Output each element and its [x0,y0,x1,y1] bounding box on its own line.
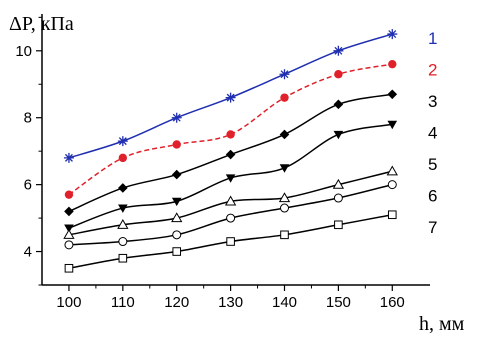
chart-series [63,29,398,273]
x-tick-label: 140 [272,294,297,311]
data-point [171,212,183,223]
data-point [279,164,290,173]
series-label: 7 [428,218,437,237]
y-tick-label: 10 [15,43,32,60]
data-point [387,210,397,220]
data-point [63,229,75,239]
data-point [64,206,74,217]
x-tick-label: 100 [56,294,81,311]
data-point [387,29,398,40]
data-point [279,129,290,140]
series-7 [64,210,397,273]
data-point [280,93,289,102]
data-point [388,59,397,69]
data-point [334,70,343,79]
series-4 [64,120,398,233]
data-point [118,253,128,263]
data-point [118,237,128,247]
data-point [172,140,181,149]
data-point [172,247,182,256]
data-point [332,178,345,189]
y-tick-label: 6 [24,177,32,194]
series-label: 5 [428,155,437,174]
x-tick-label: 130 [218,294,243,311]
data-point [333,99,344,110]
data-point [226,213,236,223]
data-point [333,193,343,203]
series-label: 1 [428,29,437,48]
series-2 [64,59,397,199]
chart-axes: 100 110 120 130 140 150 160 4 6 8 10 [15,14,430,311]
series-1 [63,29,398,163]
x-tick-label: 160 [380,294,405,311]
data-point [171,169,182,180]
y-axis-title: ΔP, кПа [9,13,74,35]
data-point [333,130,344,140]
data-point [64,224,74,233]
x-axis-title: h, мм [419,313,465,335]
data-point [224,195,237,206]
series-3 [64,89,398,217]
data-point [118,153,128,163]
data-point [226,237,235,246]
data-point [117,218,129,229]
series-label: 2 [428,61,437,80]
data-point [172,230,182,240]
data-point [64,190,74,199]
data-point [225,92,236,103]
data-point [118,204,128,213]
data-point [117,136,128,147]
x-tick-label: 120 [164,294,189,311]
data-point [63,152,74,163]
data-point [387,120,398,130]
data-point [225,174,236,183]
data-point [118,183,128,193]
data-point [386,165,398,176]
series-label: 6 [428,187,437,206]
y-tick-label: 4 [24,244,32,261]
series-label: 4 [428,124,437,143]
x-tick-label: 110 [111,294,135,311]
data-point [387,180,397,190]
data-point [280,203,289,213]
data-point [387,89,398,100]
data-point [333,45,344,56]
data-point [226,130,235,139]
data-point [171,197,182,207]
data-point [64,263,74,273]
data-point [225,149,236,160]
series-5 [63,165,398,239]
data-point [279,69,290,80]
data-point [280,230,289,240]
data-point [171,112,182,123]
data-point [64,240,74,250]
data-point [334,220,343,230]
x-tick-label: 150 [326,294,351,311]
y-tick-label: 8 [24,110,32,127]
series-label: 3 [428,92,437,111]
series-6 [64,180,397,250]
series-labels: 1 2 3 4 5 6 7 [428,29,437,237]
data-point [278,192,291,203]
